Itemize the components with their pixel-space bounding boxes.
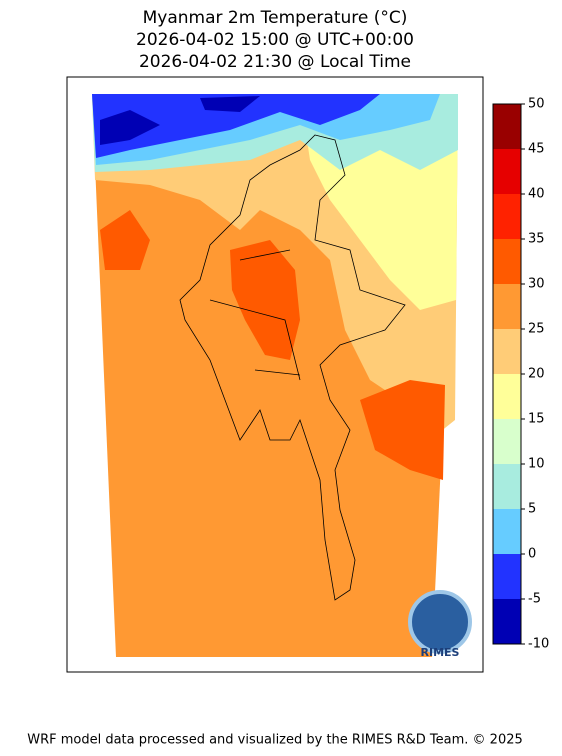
temp-region [92,94,380,158]
colorbar-tick-label: 0 [528,547,536,562]
logo-emblem [408,590,472,654]
temp-region [200,96,260,112]
temp-region [100,210,150,270]
colorbar-tick-label: 35 [528,232,545,247]
colorbar-bin [493,599,521,644]
colorbar-bin [493,239,521,284]
colorbar-bin [493,329,521,374]
colorbar-bin [493,284,521,329]
colorbar-tick-label: 30 [528,277,545,292]
logo: RIMES [408,590,472,659]
colorbar-tick-label: -10 [528,637,549,652]
colorbar-bin [493,554,521,599]
title-line: 2026-04-02 21:30 @ Local Time [139,52,411,72]
colorbar-tick-label: 40 [528,187,545,202]
map [92,94,458,657]
colorbar-tick-label: 5 [528,502,536,517]
colorbar-tick-label: 45 [528,142,545,157]
colorbar-bin [493,194,521,239]
colorbar-tick-label: 20 [528,367,545,382]
map-frame [66,76,484,673]
temp-region [230,240,300,360]
logo-text: RIMES [421,646,460,659]
colorbar-bin [493,104,521,149]
colorbar-tick-label: 50 [528,97,545,112]
temp-region [360,380,445,480]
colorbar-bin [493,509,521,554]
colorbar: -10 -5 0 5 10 15 20 25 30 35 40 45 50 [492,97,549,652]
colorbar-tick-label: -5 [528,592,541,607]
colorbar-bin [493,374,521,419]
colorbar-tick-label: 15 [528,412,545,427]
title-line: Myanmar 2m Temperature (°C) [143,8,408,28]
temp-region [100,110,160,145]
colorbar-bin [493,149,521,194]
title-line: 2026-04-02 15:00 @ UTC+00:00 [136,30,414,50]
colorbar-bin [493,419,521,464]
colorbar-tick-label: 10 [528,457,545,472]
colorbar-tick-label: 25 [528,322,545,337]
colorbar-bin [493,464,521,509]
country-outline [179,134,406,601]
footer: WRF model data processed and visualized … [27,733,523,748]
